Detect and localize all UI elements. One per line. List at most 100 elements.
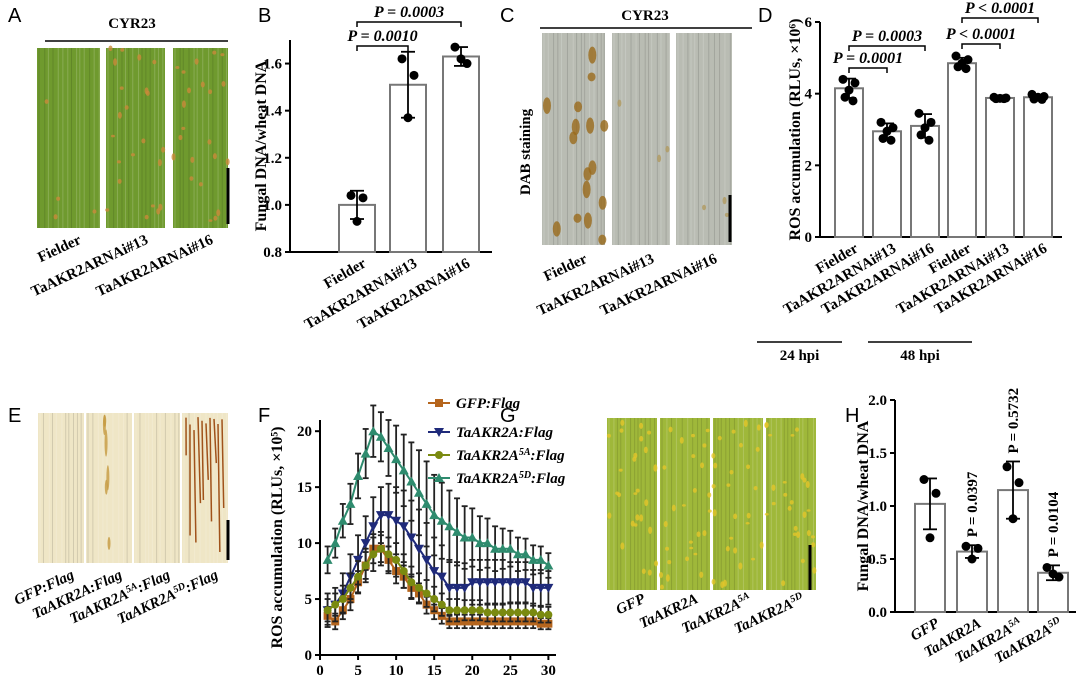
significance-label: P < 0.0001 xyxy=(945,26,1016,43)
photo xyxy=(660,418,710,590)
photo-texture xyxy=(792,532,797,537)
photo-texture xyxy=(120,48,125,52)
photo-texture xyxy=(659,584,664,590)
data-point xyxy=(453,606,462,615)
photo-texture xyxy=(810,535,815,539)
photo-texture xyxy=(161,146,166,153)
photo-texture xyxy=(633,492,638,495)
photo-texture xyxy=(617,492,622,498)
data-point xyxy=(337,515,348,525)
data-point xyxy=(961,541,971,551)
photo-texture xyxy=(110,134,115,138)
photo xyxy=(713,418,763,590)
group-label: 24 hpi xyxy=(780,348,820,364)
y-tick-label: 1.6 xyxy=(263,57,282,73)
photo-texture xyxy=(194,58,199,65)
data-point xyxy=(444,521,455,531)
data-point xyxy=(383,511,394,521)
panel-letter: A xyxy=(8,5,22,27)
data-point xyxy=(353,470,364,480)
photo-texture xyxy=(137,54,142,61)
data-point xyxy=(403,113,413,123)
data-point xyxy=(422,589,431,598)
data-point xyxy=(384,550,393,559)
photo-texture xyxy=(212,50,217,55)
significance-label: P = 0.0003 xyxy=(373,4,444,21)
photo-texture xyxy=(598,234,607,245)
data-point xyxy=(352,216,362,226)
data-point xyxy=(953,62,963,72)
photo-texture xyxy=(685,556,690,562)
photo-texture xyxy=(764,513,769,516)
photo xyxy=(38,413,84,563)
photo-texture xyxy=(209,417,213,522)
photo-texture xyxy=(104,479,108,495)
data-point xyxy=(535,583,546,593)
data-point xyxy=(1037,94,1047,104)
photo-texture xyxy=(692,488,697,493)
photo-texture xyxy=(193,430,197,543)
data-point xyxy=(916,130,926,140)
data-point xyxy=(1029,94,1039,104)
data-point xyxy=(886,135,896,145)
data-point xyxy=(452,526,463,536)
data-point xyxy=(397,54,407,64)
y-tick-label: 0 xyxy=(305,648,313,664)
data-point xyxy=(346,190,356,200)
photo-texture xyxy=(659,571,664,579)
photo-texture xyxy=(812,567,817,574)
legend-marker xyxy=(435,399,443,407)
data-point xyxy=(406,533,417,543)
photo-texture xyxy=(542,97,551,114)
bar xyxy=(442,55,480,253)
x-tick-label: 5 xyxy=(354,663,362,679)
photo-texture xyxy=(208,89,213,95)
photo-texture xyxy=(117,178,122,184)
data-point xyxy=(876,117,886,127)
photo-texture xyxy=(124,105,129,110)
photo-texture xyxy=(755,446,760,452)
photo-texture xyxy=(771,501,776,506)
photo-texture xyxy=(746,464,751,470)
photo-texture xyxy=(152,59,157,65)
photo-texture xyxy=(635,488,640,493)
photo-texture xyxy=(738,442,743,448)
data-point xyxy=(926,117,936,127)
y-tick-label: 0 xyxy=(805,230,813,246)
photo-texture xyxy=(221,81,226,87)
data-point xyxy=(474,578,485,588)
photo-texture xyxy=(751,557,756,561)
data-point xyxy=(967,554,977,564)
photo-texture xyxy=(606,433,611,438)
photo-texture xyxy=(756,424,761,431)
photo-texture xyxy=(588,46,597,64)
data-point xyxy=(528,554,539,564)
y-tick-label: 1.0 xyxy=(868,499,887,515)
data-point xyxy=(482,578,493,588)
data-point xyxy=(413,544,424,554)
data-point xyxy=(407,578,416,587)
photo-texture xyxy=(794,427,799,432)
photo-texture xyxy=(633,523,638,527)
photo-texture xyxy=(811,542,816,548)
photo-texture xyxy=(665,574,670,582)
data-point xyxy=(497,543,508,553)
data-point xyxy=(437,600,446,609)
photo-texture xyxy=(743,419,748,427)
photo xyxy=(607,418,657,590)
photo-texture xyxy=(582,180,591,199)
photo-texture xyxy=(800,558,805,564)
photo-texture xyxy=(181,100,186,108)
data-point xyxy=(961,64,971,74)
legend-label: GFP:Flag xyxy=(456,396,521,412)
photo-texture xyxy=(781,580,786,587)
data-point xyxy=(392,555,401,564)
data-point xyxy=(450,42,460,52)
photo-texture xyxy=(806,509,811,512)
photo-texture xyxy=(789,500,794,505)
panel-letter: B xyxy=(258,5,271,27)
photo-texture xyxy=(671,504,676,512)
data-point xyxy=(436,572,447,582)
photo-texture xyxy=(689,546,694,550)
group-label: 48 hpi xyxy=(900,348,940,364)
